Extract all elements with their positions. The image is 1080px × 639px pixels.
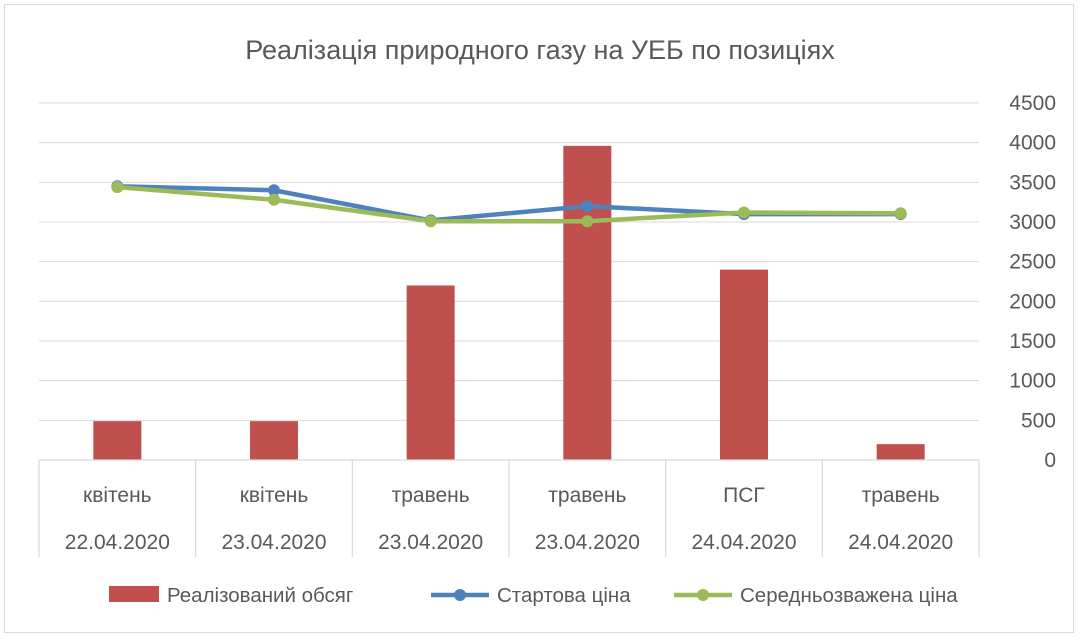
bar [876,444,925,460]
y-tick-label: 4500 [1009,92,1056,115]
bar [406,285,455,460]
bar [563,145,612,460]
legend-swatch [109,586,159,602]
chart-frame: Реалізація природного газу на УЕБ по поз… [4,4,1074,633]
x-axis-category-labels: квітень 22.04.2020 квітень 23.04.2020 травен… [65,484,953,554]
y-tick-label: 0 [1044,449,1056,472]
line-marker [424,215,437,228]
x-tick-label: ПСГ [723,484,765,507]
y-tick-label: 4000 [1009,132,1056,155]
line-marker [268,184,280,197]
y-tick-label: 1500 [1009,330,1056,353]
legend-marker [454,589,466,601]
x-tick-label-date: 23.04.2020 [378,531,483,554]
x-tick-label-date: 23.04.2020 [221,531,326,554]
y-tick-label: 500 [1021,409,1056,432]
bar [720,269,768,460]
y-tick-label: 3500 [1009,171,1056,194]
chart-title: Реалізація природного газу на УЕБ по поз… [245,35,835,65]
bar [250,421,298,460]
legend-label: Середньозважена ціна [740,584,958,607]
chart-svg: Реалізація природного газу на УЕБ по поз… [38,35,1056,607]
line-series [111,180,907,228]
x-tick-label: квітень [240,484,309,507]
line-marker [738,206,750,219]
x-tick-label-date: 24.04.2020 [691,531,796,554]
line-marker [894,207,907,220]
y-tick-label: 2000 [1009,290,1056,313]
x-axis [38,459,980,557]
legend-marker [697,589,709,601]
x-tick-label-date: 22.04.2020 [65,531,170,554]
legend-label: Реалізований обсяг [167,584,353,607]
series-line [117,184,901,223]
x-tick-label-date: 23.04.2020 [535,531,640,554]
series-line [117,184,901,224]
gridlines [39,102,979,421]
x-tick-label: травень [862,484,940,507]
x-tick-label-date: 24.04.2020 [848,531,953,554]
line-marker [111,181,124,194]
y-axis-tick-labels: 0 500 1000 1500 2000 2500 3000 3500 4000 4500 [1009,92,1056,472]
y-tick-label: 3000 [1009,211,1056,234]
legend-label: Стартова ціна [497,584,631,607]
y-tick-label: 1000 [1009,370,1056,393]
line-marker [268,193,280,206]
bar [93,421,142,460]
bar-series [93,145,925,460]
line-marker [581,215,594,228]
line-marker [581,200,594,213]
legend: Реалізований обсяг Стартова ціна Середньоз… [109,584,958,607]
x-tick-label: травень [392,484,470,507]
y-tick-label: 2500 [1009,251,1056,274]
x-tick-label: квітень [83,484,152,507]
x-tick-label: травень [548,484,626,507]
